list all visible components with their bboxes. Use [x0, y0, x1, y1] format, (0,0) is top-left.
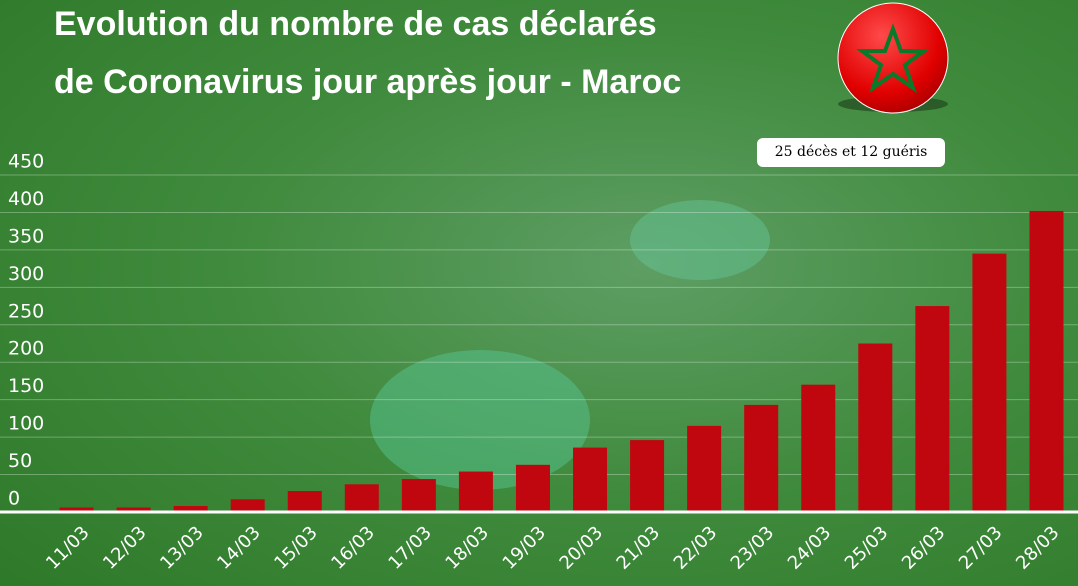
- bar: [59, 507, 94, 512]
- bar: [116, 507, 151, 512]
- bar: [687, 425, 722, 512]
- y-tick-label: 50: [8, 450, 32, 472]
- chart-title: de Coronavirus jour après jour - Maroc: [54, 63, 681, 101]
- bar: [972, 253, 1007, 512]
- bar: [287, 491, 322, 512]
- bar: [801, 384, 836, 512]
- y-tick-label: 150: [8, 375, 44, 397]
- y-tick-label: 0: [8, 488, 20, 510]
- bar: [744, 404, 779, 512]
- bar: [515, 464, 550, 512]
- y-tick-label: 250: [8, 300, 44, 322]
- annotation: 25 décès et 12 guéris: [775, 144, 928, 160]
- y-tick-label: 350: [8, 225, 44, 247]
- y-tick-label: 450: [8, 151, 44, 173]
- bar: [1029, 210, 1064, 513]
- y-tick-label: 200: [8, 338, 44, 360]
- y-tick-label: 100: [8, 413, 44, 435]
- y-tick-label: 300: [8, 263, 44, 285]
- y-tick-label: 400: [8, 188, 44, 210]
- flag-star: [855, 23, 931, 94]
- bar: [630, 440, 665, 512]
- annotation-box: [757, 138, 945, 167]
- bar: [858, 343, 893, 512]
- flag: [837, 2, 949, 114]
- bar: [458, 471, 493, 512]
- background-shape: [630, 200, 770, 280]
- bar: [344, 484, 379, 512]
- bar: [173, 506, 208, 512]
- bar: [915, 306, 950, 512]
- background-shape: [370, 350, 590, 490]
- chart-title: Evolution du nombre de cas déclarés: [54, 5, 657, 43]
- bar: [401, 479, 436, 512]
- bar: [230, 499, 265, 512]
- bar: [573, 447, 608, 512]
